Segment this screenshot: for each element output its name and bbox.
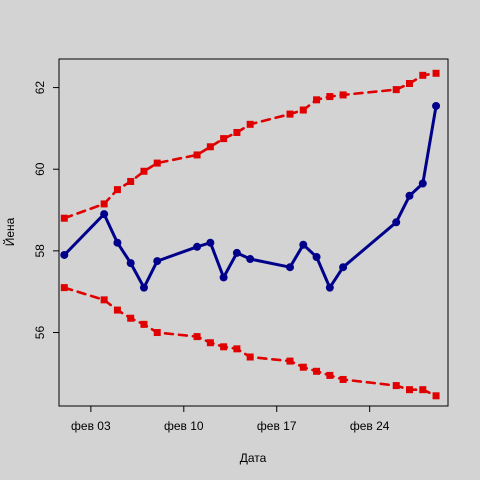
x-axis-title: Дата	[240, 451, 267, 465]
data-point-upper	[206, 143, 214, 151]
data-point-upper	[140, 167, 148, 175]
x-tick-label: фев 10	[164, 419, 204, 433]
data-point-lower	[299, 363, 307, 371]
x-tick-label: фев 24	[350, 419, 390, 433]
data-point-upper	[246, 120, 254, 128]
data-point-lower	[313, 367, 321, 375]
data-point-upper	[113, 186, 121, 194]
data-point-main	[405, 191, 414, 200]
data-point-lower	[100, 296, 108, 304]
x-tick-label: фев 03	[71, 419, 111, 433]
data-point-upper	[392, 86, 400, 94]
series-layer	[60, 69, 441, 400]
series-line-upper	[63, 72, 438, 220]
data-point-upper	[233, 128, 241, 136]
data-point-main	[126, 259, 135, 268]
data-point-main	[113, 238, 122, 247]
y-tick-label: 56	[33, 326, 47, 340]
data-point-lower	[339, 375, 347, 383]
series-line-lower	[63, 286, 438, 398]
data-point-main	[392, 218, 401, 227]
data-point-lower	[193, 333, 201, 341]
data-point-lower	[220, 343, 228, 351]
data-point-lower	[153, 329, 161, 337]
data-point-upper	[339, 91, 347, 99]
data-point-main	[418, 179, 427, 188]
data-point-main	[100, 210, 109, 219]
data-point-main	[193, 242, 202, 251]
axes-layer: фев 03 фев 10 фев 17 фев 24 56 58 60 62	[33, 81, 390, 433]
data-point-lower	[432, 392, 440, 400]
data-point-upper	[299, 106, 307, 114]
data-point-main	[325, 283, 334, 292]
data-point-upper	[100, 200, 108, 208]
data-point-main	[206, 238, 215, 247]
data-point-upper	[127, 177, 135, 185]
data-point-main	[232, 248, 241, 257]
data-point-main	[246, 255, 255, 264]
y-tick-label: 58	[33, 244, 47, 258]
data-point-main	[312, 252, 321, 261]
data-point-main	[153, 257, 162, 266]
y-axis-title: Йена	[2, 217, 17, 246]
data-point-lower	[246, 353, 254, 361]
data-point-upper	[193, 151, 201, 159]
y-tick-label: 60	[33, 162, 47, 176]
data-point-upper	[286, 110, 294, 118]
data-point-lower	[206, 339, 214, 347]
data-point-upper	[326, 93, 334, 101]
data-point-upper	[405, 79, 413, 87]
data-point-upper	[432, 69, 440, 77]
data-point-lower	[127, 314, 135, 322]
series-line-main	[62, 104, 438, 290]
x-tick-label: фев 17	[257, 419, 297, 433]
y-tick-label: 62	[33, 81, 47, 95]
data-point-lower	[113, 306, 121, 314]
data-point-upper	[60, 214, 68, 222]
data-point-main	[219, 273, 228, 282]
data-point-lower	[405, 386, 413, 394]
data-point-lower	[419, 386, 427, 394]
data-point-upper	[220, 135, 228, 143]
data-point-main	[60, 250, 69, 259]
data-point-upper	[419, 71, 427, 79]
data-point-lower	[286, 357, 294, 365]
plot-frame	[58, 58, 449, 407]
data-point-upper	[313, 96, 321, 104]
data-point-lower	[326, 371, 334, 379]
data-point-main	[432, 101, 441, 110]
data-point-lower	[140, 320, 148, 328]
data-point-lower	[392, 382, 400, 390]
data-point-main	[299, 240, 308, 249]
data-point-main	[339, 263, 348, 272]
data-point-lower	[60, 284, 68, 292]
data-point-main	[139, 283, 148, 292]
data-point-lower	[233, 345, 241, 353]
data-point-upper	[153, 159, 161, 167]
data-point-main	[286, 263, 295, 272]
